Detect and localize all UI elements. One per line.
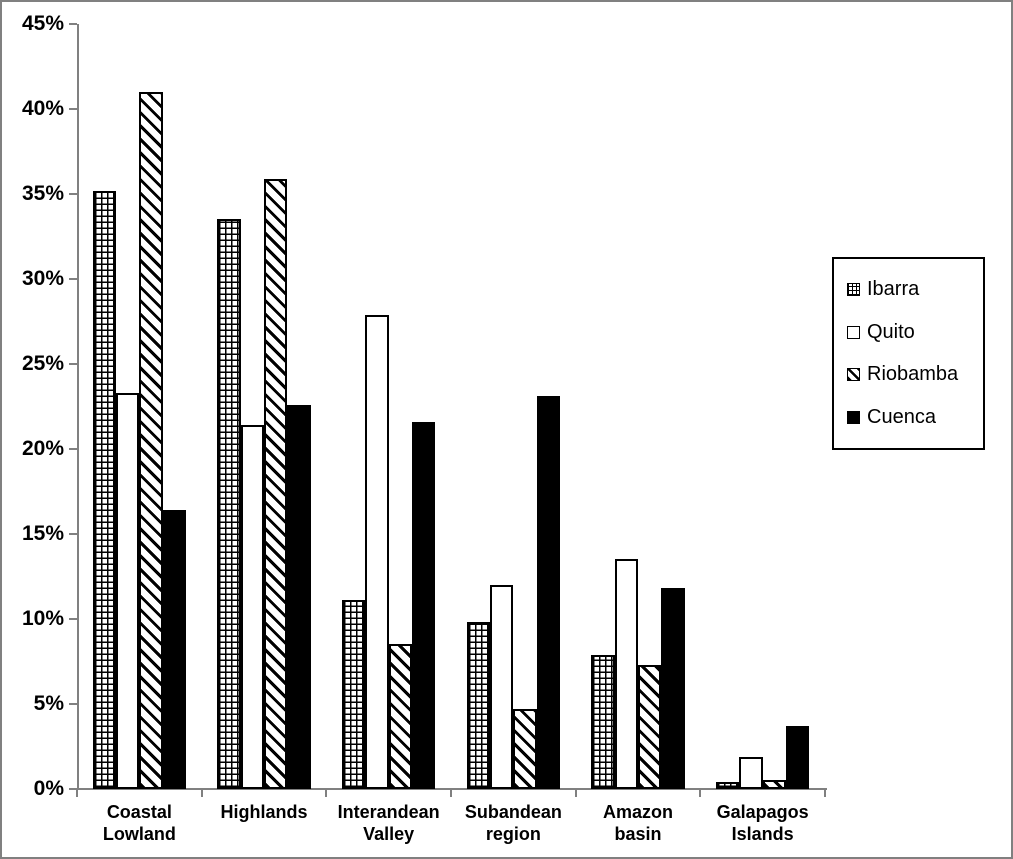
bar-ibarra-3 (466, 622, 491, 789)
legend-item-ibarra: Ibarra (847, 278, 983, 301)
category-label-0: Coastal Lowland (102, 802, 176, 844)
y-axis-line (77, 24, 79, 790)
y-axis-tick (69, 193, 77, 195)
bar-riobamba-4 (638, 665, 662, 789)
legend-label-ibarra: Ibarra (867, 278, 920, 301)
bar-quito-1 (240, 425, 264, 789)
bar-ibarra-1 (217, 219, 241, 789)
bar-ibarra-0 (92, 191, 116, 789)
category-label-4: Amazon basin (602, 802, 673, 844)
bar-cuenca-1 (287, 405, 311, 789)
y-axis-label: 40% (21, 97, 64, 120)
y-axis-label: 20% (21, 437, 64, 460)
bar-riobamba-5 (762, 780, 786, 789)
bar-riobamba-0 (139, 92, 163, 789)
bar-ibarra-4 (591, 655, 615, 789)
x-axis-tick (450, 789, 452, 797)
legend-item-quito: Quito (847, 321, 983, 344)
bar-quito-0 (116, 393, 140, 789)
y-axis-label: 35% (21, 182, 64, 205)
bar-ibarra-2 (342, 600, 366, 789)
y-axis-label: 5% (33, 692, 64, 715)
legend-swatch-cuenca-icon (847, 410, 860, 424)
y-axis-tick (69, 278, 77, 280)
bar-cuenca-5 (786, 726, 810, 789)
bar-riobamba-1 (264, 179, 288, 789)
x-axis-tick (200, 789, 203, 797)
y-axis-label: 30% (21, 267, 64, 290)
bar-quito-4 (614, 559, 638, 789)
y-axis-label: 15% (21, 522, 64, 545)
legend-label-cuenca: Cuenca (867, 405, 936, 428)
legend-label-riobamba: Riobamba (867, 363, 959, 386)
bar-riobamba-2 (388, 644, 412, 789)
legend-item-riobamba: Riobamba (847, 363, 983, 386)
legend-label-quito: Quito (867, 320, 915, 343)
x-axis-tick (824, 789, 827, 797)
x-axis-tick (76, 789, 78, 797)
y-axis-label: 45% (21, 12, 64, 35)
bar-cuenca-2 (412, 422, 436, 789)
y-axis-tick (69, 703, 77, 705)
y-axis-label: 25% (21, 352, 64, 375)
y-axis-label: 0% (33, 777, 64, 800)
y-axis-tick (69, 108, 77, 110)
bar-quito-5 (739, 757, 763, 789)
bar-cuenca-0 (162, 510, 186, 789)
bar-ibarra-5 (716, 782, 740, 789)
x-axis-tick (574, 789, 577, 797)
legend-swatch-quito-icon (847, 325, 860, 339)
y-axis-tick (69, 533, 77, 535)
y-axis-tick (69, 448, 77, 450)
legend: Ibarra Quito Riobamba Cuenca (832, 257, 985, 450)
y-axis-tick (69, 618, 77, 620)
bar-quito-2 (365, 315, 389, 789)
category-label-1: Highlands (220, 802, 308, 822)
category-label-2: Interandean Valley (337, 802, 440, 844)
bar-cuenca-4 (661, 588, 685, 789)
category-label-3: Subandean region (464, 802, 562, 844)
legend-swatch-riobamba-icon (847, 368, 860, 382)
x-axis-tick (699, 789, 702, 797)
x-axis-tick (325, 789, 328, 797)
bar-quito-3 (490, 585, 514, 789)
bar-riobamba-3 (513, 709, 537, 789)
x-axis-line (77, 788, 827, 790)
y-axis-tick (69, 363, 77, 365)
y-axis-tick (69, 23, 77, 25)
legend-swatch-ibarra-icon (847, 283, 860, 297)
category-label-5: Galapagos Islands (716, 802, 809, 844)
legend-item-cuenca: Cuenca (847, 406, 983, 429)
y-axis-tick (69, 788, 77, 790)
bar-cuenca-3 (536, 396, 560, 789)
y-axis-label: 10% (21, 607, 64, 630)
